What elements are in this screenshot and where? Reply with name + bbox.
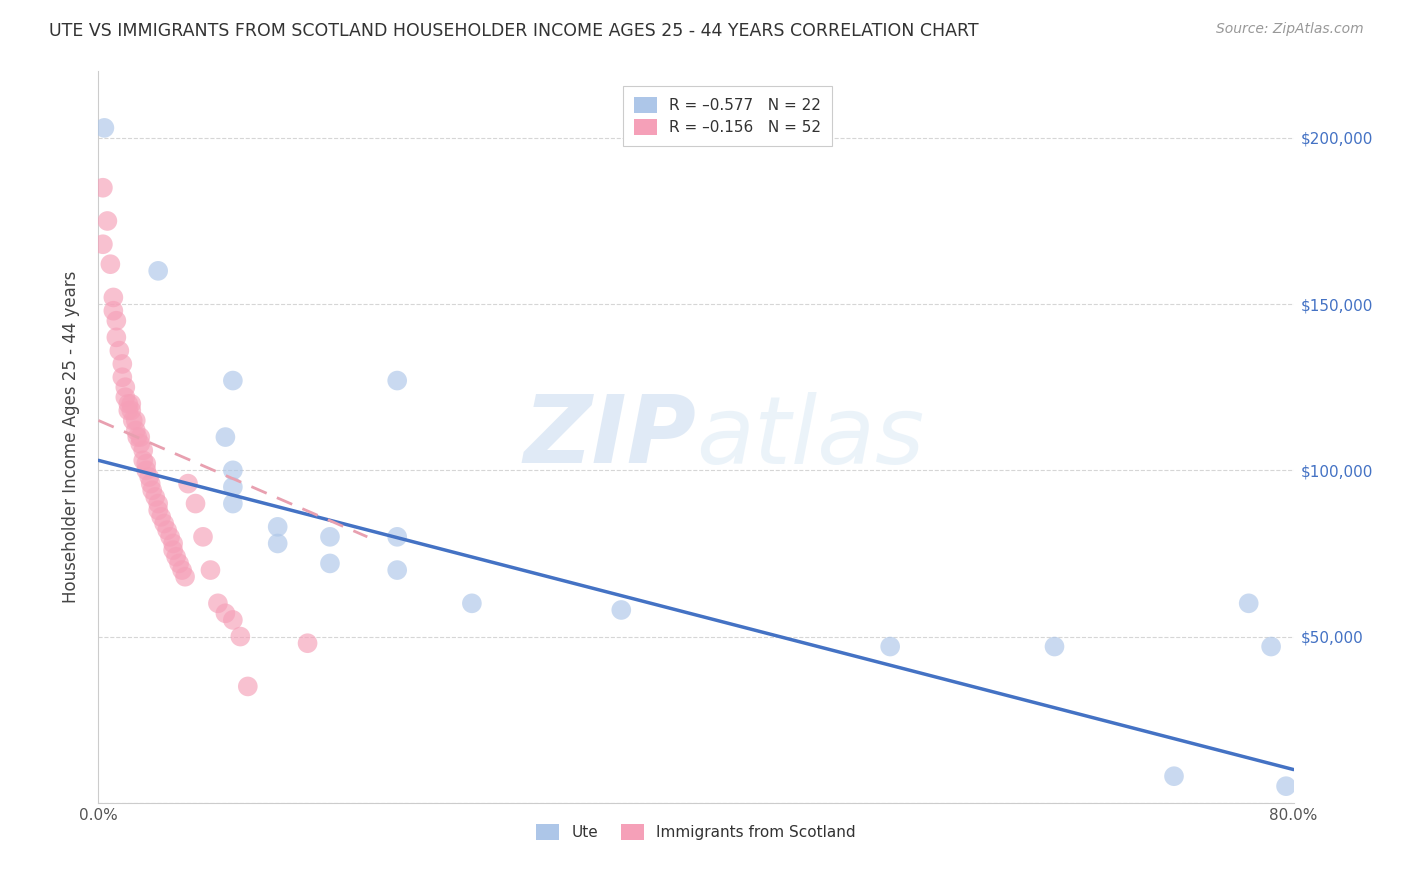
- Point: [267, 520, 290, 534]
- Point: [172, 563, 194, 577]
- Point: [108, 343, 131, 358]
- Point: [222, 613, 245, 627]
- Point: [129, 436, 152, 450]
- Point: [319, 557, 342, 571]
- Point: [117, 403, 139, 417]
- Point: [125, 424, 148, 438]
- Point: [385, 374, 409, 388]
- Point: [319, 530, 342, 544]
- Point: [111, 370, 134, 384]
- Point: [385, 563, 409, 577]
- Point: [165, 549, 187, 564]
- Point: [162, 543, 184, 558]
- Point: [91, 237, 114, 252]
- Text: atlas: atlas: [696, 392, 924, 483]
- Point: [879, 640, 901, 654]
- Point: [222, 480, 245, 494]
- Point: [150, 509, 173, 524]
- Point: [91, 180, 114, 194]
- Text: UTE VS IMMIGRANTS FROM SCOTLAND HOUSEHOLDER INCOME AGES 25 - 44 YEARS CORRELATIO: UTE VS IMMIGRANTS FROM SCOTLAND HOUSEHOL…: [49, 22, 979, 40]
- Point: [132, 453, 155, 467]
- Point: [103, 303, 125, 318]
- Point: [167, 557, 190, 571]
- Legend: Ute, Immigrants from Scotland: Ute, Immigrants from Scotland: [530, 818, 862, 847]
- Point: [1260, 640, 1282, 654]
- Point: [98, 257, 122, 271]
- Point: [132, 443, 155, 458]
- Point: [156, 523, 179, 537]
- Y-axis label: Householder Income Ages 25 - 44 years: Householder Income Ages 25 - 44 years: [62, 271, 80, 603]
- Point: [103, 290, 125, 304]
- Point: [461, 596, 484, 610]
- Point: [120, 403, 142, 417]
- Point: [1043, 640, 1066, 654]
- Point: [229, 630, 252, 644]
- Point: [297, 636, 319, 650]
- Point: [141, 483, 163, 498]
- Point: [214, 430, 236, 444]
- Point: [214, 607, 236, 621]
- Point: [139, 476, 162, 491]
- Point: [236, 680, 259, 694]
- Point: [1275, 779, 1298, 793]
- Point: [184, 497, 207, 511]
- Text: ZIP: ZIP: [523, 391, 696, 483]
- Point: [222, 497, 245, 511]
- Point: [159, 530, 181, 544]
- Point: [174, 570, 197, 584]
- Point: [121, 413, 143, 427]
- Point: [162, 536, 184, 550]
- Point: [177, 476, 200, 491]
- Point: [96, 214, 118, 228]
- Point: [129, 430, 152, 444]
- Point: [1237, 596, 1260, 610]
- Point: [148, 264, 170, 278]
- Point: [114, 390, 136, 404]
- Point: [93, 120, 115, 135]
- Point: [610, 603, 633, 617]
- Point: [148, 497, 170, 511]
- Point: [191, 530, 214, 544]
- Point: [1163, 769, 1185, 783]
- Point: [117, 397, 139, 411]
- Point: [125, 413, 148, 427]
- Point: [143, 490, 166, 504]
- Point: [148, 503, 170, 517]
- Point: [105, 314, 128, 328]
- Point: [135, 457, 157, 471]
- Point: [200, 563, 222, 577]
- Point: [120, 397, 142, 411]
- Point: [153, 516, 176, 531]
- Point: [138, 470, 160, 484]
- Point: [222, 463, 245, 477]
- Point: [105, 330, 128, 344]
- Point: [222, 374, 245, 388]
- Point: [111, 357, 134, 371]
- Point: [385, 530, 409, 544]
- Point: [114, 380, 136, 394]
- Text: Source: ZipAtlas.com: Source: ZipAtlas.com: [1216, 22, 1364, 37]
- Point: [267, 536, 290, 550]
- Point: [127, 430, 149, 444]
- Point: [207, 596, 229, 610]
- Point: [135, 463, 157, 477]
